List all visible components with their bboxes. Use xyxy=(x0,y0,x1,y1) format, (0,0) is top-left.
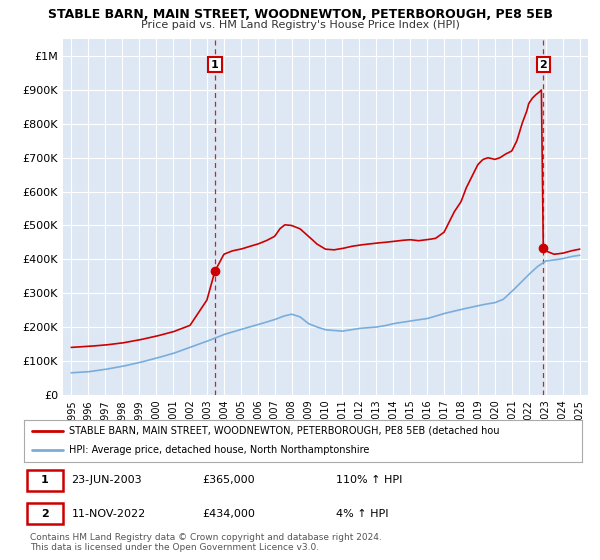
Text: £434,000: £434,000 xyxy=(203,508,256,519)
Text: STABLE BARN, MAIN STREET, WOODNEWTON, PETERBOROUGH, PE8 5EB: STABLE BARN, MAIN STREET, WOODNEWTON, PE… xyxy=(47,8,553,21)
Text: 1: 1 xyxy=(211,59,219,69)
Text: STABLE BARN, MAIN STREET, WOODNEWTON, PETERBOROUGH, PE8 5EB (detached hou: STABLE BARN, MAIN STREET, WOODNEWTON, PE… xyxy=(68,426,499,436)
Text: HPI: Average price, detached house, North Northamptonshire: HPI: Average price, detached house, Nort… xyxy=(68,445,369,455)
Text: 2: 2 xyxy=(41,508,49,519)
Text: Contains HM Land Registry data © Crown copyright and database right 2024.: Contains HM Land Registry data © Crown c… xyxy=(30,533,382,542)
FancyBboxPatch shape xyxy=(27,503,63,524)
Text: 23-JUN-2003: 23-JUN-2003 xyxy=(71,475,142,486)
Text: Price paid vs. HM Land Registry's House Price Index (HPI): Price paid vs. HM Land Registry's House … xyxy=(140,20,460,30)
Text: £365,000: £365,000 xyxy=(203,475,255,486)
Text: This data is licensed under the Open Government Licence v3.0.: This data is licensed under the Open Gov… xyxy=(30,543,319,552)
Text: 1: 1 xyxy=(41,475,49,486)
Text: 110% ↑ HPI: 110% ↑ HPI xyxy=(337,475,403,486)
Text: 2: 2 xyxy=(539,59,547,69)
Text: 4% ↑ HPI: 4% ↑ HPI xyxy=(337,508,389,519)
Text: 11-NOV-2022: 11-NOV-2022 xyxy=(71,508,146,519)
FancyBboxPatch shape xyxy=(27,470,63,491)
